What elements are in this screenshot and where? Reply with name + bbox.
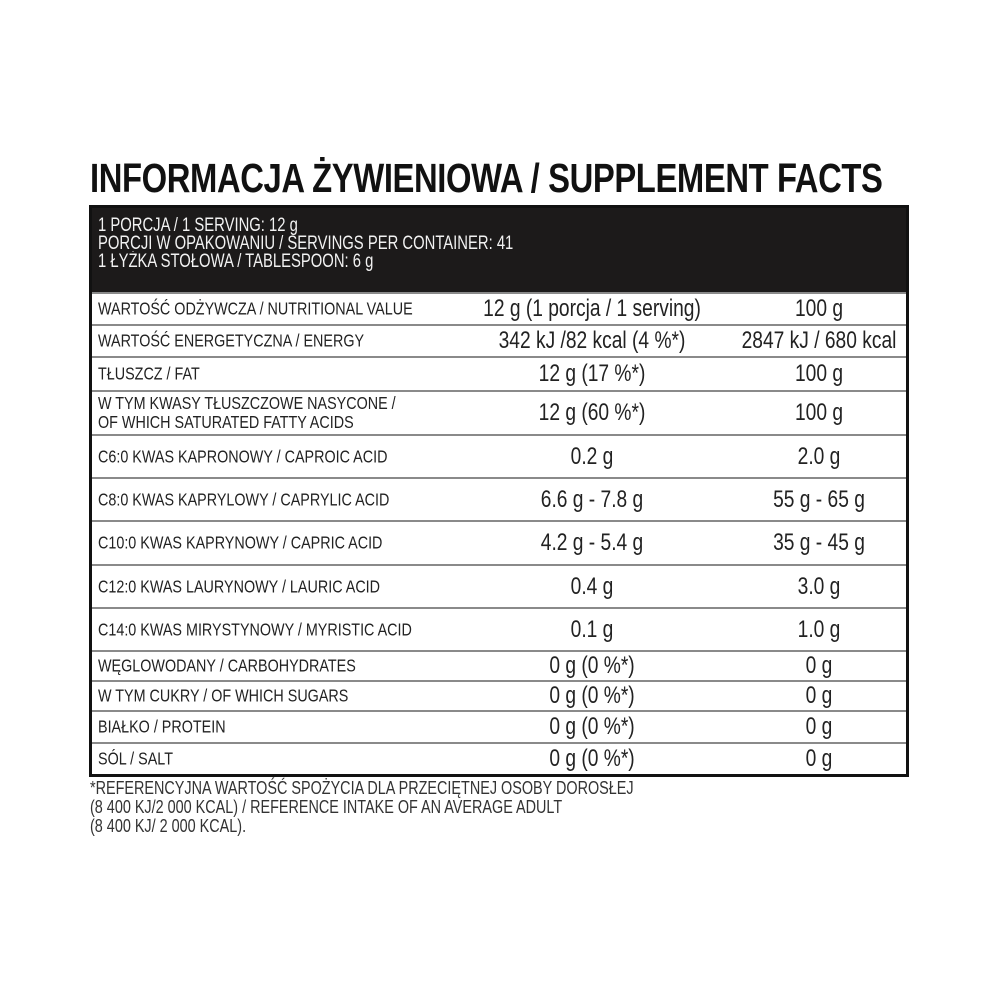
per-serving-value: 0 g (0 %*) (549, 713, 635, 740)
nutrient-label: C6:0 KWAS KAPRONOWY / CAPROIC ACID (98, 447, 451, 466)
nutrient-label-line: C10:0 KWAS KAPRYNOWY / CAPRIC ACID (98, 532, 383, 553)
nutrient-label-line: SÓL / SALT (98, 748, 173, 769)
table-row: SÓL / SALT 0 g (0 %*) 0 g (92, 742, 906, 774)
nutrient-label: TŁUSZCZ / FAT (98, 363, 222, 384)
page-title: INFORMACJA ŻYWIENIOWA / SUPPLEMENT FACTS (90, 155, 883, 201)
nutrient-rows: WARTOŚĆ ODŻYWCZA / NUTRITIONAL VALUE 12 g… (92, 292, 906, 774)
table-row: W TYM CUKRY / OF WHICH SUGARS 0 g (0 %*) 0… (92, 680, 906, 710)
footnote-line: (8 400 KJ/2 000 KCAL) / REFERENCE INTAKE… (90, 797, 563, 817)
table-row: C14:0 KWAS MIRYSTYNOWY / MYRISTIC ACID 0.… (92, 607, 906, 650)
per-serving-value: 342 kJ /82 kcal (4 %*) (498, 327, 686, 354)
tablespoon-size: 1 ŁYŻKA STOŁOWA / TABLESPOON: 6 g (98, 251, 374, 272)
per-100g-value: 3.0 g (797, 572, 841, 600)
nutrient-label-line: OF WHICH SATURATED FATTY ACIDS (98, 412, 354, 432)
table-row: WARTOŚĆ ENERGETYCZNA / ENERGY 342 kJ /82 … (92, 324, 906, 356)
per-serving-value: 0 g (0 %*) (549, 745, 635, 772)
nutrient-label-line: C12:0 KWAS LAURYNOWY / LAURIC ACID (98, 576, 381, 596)
nutrient-label: SÓL / SALT (98, 748, 189, 769)
table-row: W TYM KWASY TŁUSZCZOWE NASYCONE / OF WHIC… (92, 390, 906, 434)
nutrient-label-line: C14:0 KWAS MIRYSTYNOWY / MYRISTIC ACID (98, 619, 412, 639)
supplement-facts-table: 1 PORCJA / 1 SERVING: 12 g PORCJI W OPAK… (89, 205, 909, 777)
nutrient-label-line: W TYM CUKRY / OF WHICH SUGARS (98, 685, 349, 706)
per-serving-value: 0 g (0 %*) (549, 682, 635, 709)
footnote: *REFERENCYJNA WARTOŚĆ SPOŻYCIA DLA PRZEC… (90, 779, 770, 836)
per-100g-value: 35 g - 45 g (773, 529, 865, 556)
nutrient-label: C14:0 KWAS MIRYSTYNOWY / MYRISTIC ACID (98, 620, 481, 639)
per-100g-value: 55 g - 65 g (773, 485, 865, 513)
per-serving-value: 0.1 g (570, 615, 614, 643)
nutrient-label-line: C6:0 KWAS KAPRONOWY / CAPROIC ACID (98, 446, 388, 466)
per-100g-value: 100 g (794, 399, 844, 426)
table-row: C8:0 KWAS KAPRYLOWY / CAPRYLIC ACID 6.6 g… (92, 477, 906, 520)
per-100g-value: 2847 kJ / 680 kcal (741, 327, 897, 354)
per-serving-value: 6.6 g - 7.8 g (540, 485, 644, 513)
per-100g-value: 0 g (805, 652, 833, 679)
nutrient-label-line: WĘGLOWODANY / CARBOHYDRATES (98, 655, 356, 676)
serving-size: 1 PORCJA / 1 SERVING: 12 g (98, 215, 298, 236)
nutrient-label: C12:0 KWAS LAURYNOWY / LAURIC ACID (98, 577, 442, 596)
nutrient-label: WĘGLOWODANY / CARBOHYDRATES (98, 655, 412, 676)
nutrient-label-line: WARTOŚĆ ODŻYWCZA / NUTRITIONAL VALUE (98, 298, 413, 319)
per-100g-value: 100 g (794, 360, 844, 387)
per-100g-value: 0 g (805, 745, 833, 772)
nutrient-label-line: C8:0 KWAS KAPRYLOWY / CAPRYLIC ACID (98, 489, 390, 509)
per-serving-value: 12 g (17 %*) (538, 360, 646, 387)
per-100g-value: 100 g (794, 295, 844, 322)
table-row: WARTOŚĆ ODŻYWCZA / NUTRITIONAL VALUE 12 g… (92, 292, 906, 324)
per-serving-value: 0 g (0 %*) (549, 652, 635, 679)
nutrient-label: BIAŁKO / PROTEIN (98, 716, 254, 737)
table-row: TŁUSZCZ / FAT 12 g (17 %*) 100 g (92, 356, 906, 390)
table-row: WĘGLOWODANY / CARBOHYDRATES 0 g (0 %*) 0 g (92, 650, 906, 680)
nutrient-label-line: W TYM KWASY TŁUSZCZOWE NASYCONE / (98, 393, 396, 413)
per-serving-value: 12 g (60 %*) (538, 399, 646, 426)
nutrient-label: W TYM CUKRY / OF WHICH SUGARS (98, 685, 403, 706)
nutrient-label: C8:0 KWAS KAPRYLOWY / CAPRYLIC ACID (98, 490, 453, 509)
per-serving-value: 12 g (1 porcja / 1 serving) (483, 295, 701, 322)
nutrient-label: C10:0 KWAS KAPRYNOWY / CAPRIC ACID (98, 532, 445, 553)
per-serving-value: 0.4 g (570, 572, 614, 600)
per-100g-value: 0 g (805, 713, 833, 740)
per-100g-value: 1.0 g (797, 615, 841, 643)
nutrient-label: WARTOŚĆ ODŻYWCZA / NUTRITIONAL VALUE (98, 298, 482, 319)
nutrient-label-line: TŁUSZCZ / FAT (98, 363, 200, 384)
nutrient-label: WARTOŚĆ ENERGETYCZNA / ENERGY (98, 330, 422, 351)
table-row: BIAŁKO / PROTEIN 0 g (0 %*) 0 g (92, 710, 906, 742)
nutrient-label-line: WARTOŚĆ ENERGETYCZNA / ENERGY (98, 330, 365, 351)
table-row: C6:0 KWAS KAPRONOWY / CAPROIC ACID 0.2 g 2… (92, 434, 906, 477)
nutrient-label: W TYM KWASY TŁUSZCZOWE NASYCONE / OF WHIC… (98, 394, 461, 432)
servings-per-container: PORCJI W OPAKOWANIU / SERVINGS PER CONTA… (98, 233, 514, 254)
per-100g-value: 2.0 g (797, 442, 841, 470)
per-serving-value: 0.2 g (570, 442, 614, 470)
serving-info-header: 1 PORCJA / 1 SERVING: 12 g PORCJI W OPAK… (92, 208, 906, 292)
footnote-line: *REFERENCYJNA WARTOŚĆ SPOŻYCIA DLA PRZEC… (90, 778, 634, 798)
per-serving-value: 4.2 g - 5.4 g (540, 529, 644, 556)
nutrient-label-line: BIAŁKO / PROTEIN (98, 716, 226, 737)
footnote-line: (8 400 KJ/ 2 000 KCAL). (90, 816, 247, 836)
table-row: C10:0 KWAS KAPRYNOWY / CAPRIC ACID 4.2 g … (92, 520, 906, 564)
per-100g-value: 0 g (805, 682, 833, 709)
table-row: C12:0 KWAS LAURYNOWY / LAURIC ACID 0.4 g 3… (92, 564, 906, 607)
